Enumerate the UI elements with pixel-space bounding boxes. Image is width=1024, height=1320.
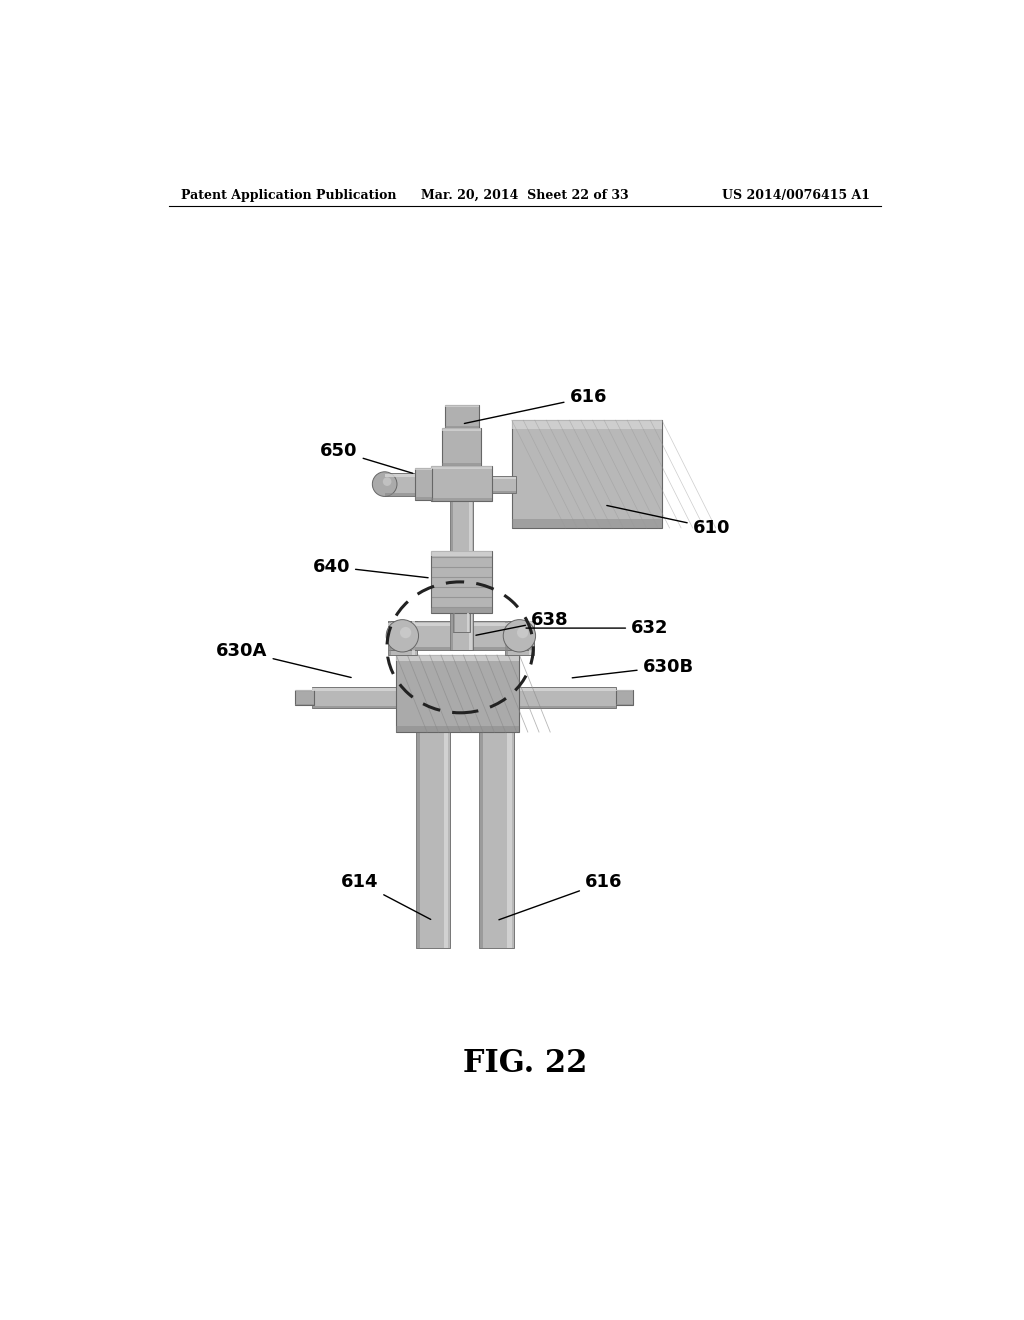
Bar [311, 688, 396, 690]
Text: 630A: 630A [216, 643, 351, 677]
Bar [493, 475, 515, 492]
Bar [388, 647, 535, 651]
Bar [431, 498, 493, 502]
Bar [431, 466, 493, 469]
Bar [479, 733, 483, 948]
Bar [512, 420, 662, 528]
Bar [442, 428, 481, 430]
Bar [416, 498, 432, 499]
Bar [512, 420, 662, 429]
Bar [451, 502, 453, 552]
Bar [442, 463, 481, 466]
Bar [388, 622, 535, 651]
Bar [469, 502, 472, 552]
Bar [444, 426, 478, 428]
Bar [311, 686, 396, 708]
Bar [467, 612, 469, 632]
Bar [396, 726, 519, 733]
Bar [451, 612, 453, 651]
Bar [388, 622, 417, 655]
Bar [385, 474, 431, 477]
Text: US 2014/0076415 A1: US 2014/0076415 A1 [722, 189, 869, 202]
Circle shape [503, 619, 536, 652]
Text: 630B: 630B [572, 657, 693, 678]
Circle shape [400, 627, 412, 639]
Text: 616: 616 [499, 874, 623, 920]
Bar [416, 467, 432, 499]
Text: 616: 616 [464, 388, 607, 424]
Bar [493, 491, 515, 492]
Bar [444, 733, 449, 948]
Bar [431, 466, 493, 502]
Bar [512, 519, 662, 528]
Text: 614: 614 [341, 874, 431, 920]
Text: 632: 632 [526, 619, 669, 638]
Text: Mar. 20, 2014  Sheet 22 of 33: Mar. 20, 2014 Sheet 22 of 33 [421, 189, 629, 202]
Bar [444, 405, 478, 428]
Text: 610: 610 [607, 506, 730, 537]
Bar [431, 552, 493, 556]
Bar [454, 612, 470, 632]
Bar [519, 688, 615, 690]
Bar [505, 622, 508, 655]
Bar [451, 612, 473, 651]
Circle shape [373, 471, 397, 496]
Bar [416, 469, 432, 470]
Circle shape [517, 627, 528, 639]
Bar [493, 477, 515, 479]
Bar [388, 622, 391, 655]
Bar [444, 405, 478, 407]
Text: FIG. 22: FIG. 22 [463, 1048, 587, 1078]
Bar [519, 706, 615, 708]
Bar [454, 612, 456, 632]
Bar [451, 502, 473, 552]
Bar [508, 733, 512, 948]
Bar [528, 622, 532, 655]
Bar [431, 552, 493, 612]
Text: 650: 650 [321, 442, 413, 474]
Bar [479, 733, 514, 948]
Bar [505, 622, 535, 655]
Bar [431, 607, 493, 612]
Bar [311, 706, 396, 708]
Bar [416, 733, 420, 948]
Text: Patent Application Publication: Patent Application Publication [180, 189, 396, 202]
Bar [388, 623, 535, 627]
Text: 640: 640 [312, 557, 428, 578]
Bar [416, 733, 451, 948]
Bar [396, 655, 519, 733]
Circle shape [383, 478, 391, 486]
Bar [295, 690, 313, 705]
Circle shape [386, 619, 419, 652]
Bar [412, 622, 416, 655]
Bar [396, 655, 519, 661]
Bar [442, 428, 481, 466]
Bar [615, 690, 633, 705]
Bar [469, 612, 472, 651]
Bar [519, 686, 615, 708]
Bar [385, 492, 431, 496]
Text: 638: 638 [476, 611, 568, 635]
Bar [385, 473, 431, 496]
